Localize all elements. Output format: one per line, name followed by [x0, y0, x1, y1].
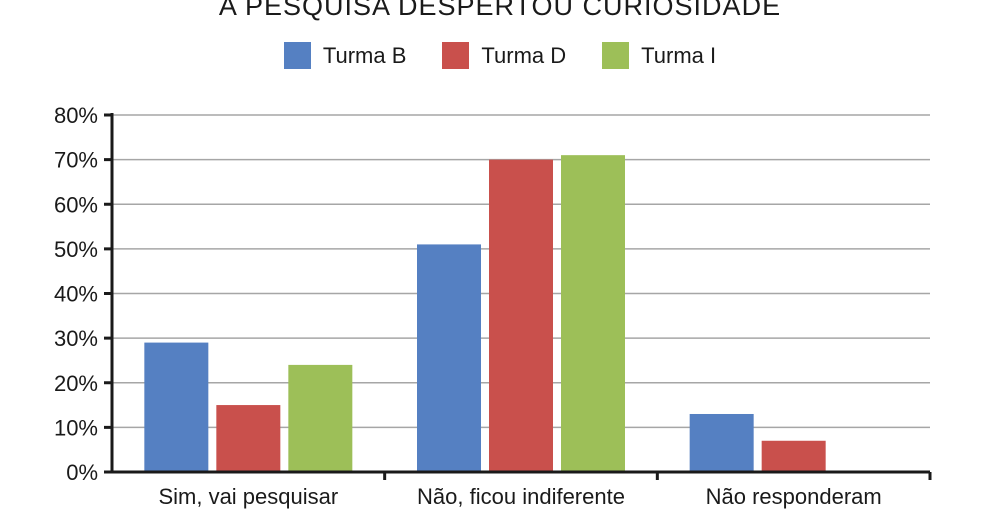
y-tick-label: 30% — [54, 326, 98, 351]
legend-label-turma-d: Turma D — [481, 42, 567, 68]
legend-label-turma-i: Turma I — [641, 42, 717, 68]
legend-swatch-turma-b — [283, 42, 311, 69]
bar — [216, 405, 281, 472]
chart-title: A PESQUISA DESPERTOU CURIOSIDADE — [218, 0, 782, 21]
legend: Turma B Turma D Turma I — [0, 42, 1000, 69]
y-tick-label: 70% — [54, 148, 98, 173]
y-tick-label: 60% — [54, 192, 98, 217]
bar — [761, 440, 826, 472]
y-tick-label: 40% — [54, 282, 98, 307]
bar — [417, 244, 481, 472]
bar — [561, 155, 625, 472]
legend-label-turma-b: Turma B — [322, 42, 407, 68]
bar — [489, 159, 553, 472]
bar — [288, 364, 353, 472]
legend-item-turma-d: Turma D — [442, 42, 566, 69]
x-category-label: Não responderam — [706, 484, 882, 509]
x-category-label: Sim, vai pesquisar — [158, 484, 338, 509]
y-tick-label: 80% — [54, 103, 98, 128]
y-tick-label: 50% — [54, 237, 98, 262]
legend-item-turma-b: Turma B — [283, 42, 407, 69]
x-category-label: Não, ficou indiferente — [417, 484, 625, 509]
bar — [144, 342, 209, 472]
legend-swatch-turma-i — [602, 42, 630, 69]
y-tick-label: 20% — [54, 371, 98, 396]
y-tick-label: 10% — [54, 415, 98, 440]
y-tick-label: 0% — [66, 460, 98, 485]
bar — [689, 413, 754, 472]
legend-swatch-turma-d — [442, 42, 470, 69]
legend-item-turma-i: Turma I — [602, 42, 716, 69]
